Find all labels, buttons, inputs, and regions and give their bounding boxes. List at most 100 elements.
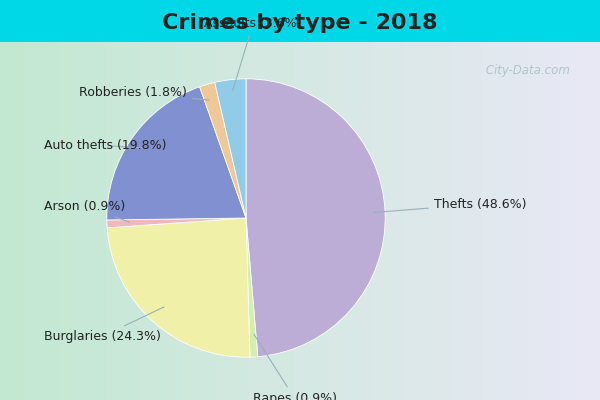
Bar [60,42,62,400]
Bar [40,42,42,400]
Bar [460,42,462,400]
Bar [528,42,530,400]
Bar [94,42,96,400]
Bar [52,42,54,400]
Bar [128,42,130,400]
Bar [296,42,298,400]
Bar [126,42,128,400]
Wedge shape [215,79,246,218]
Bar [428,42,430,400]
Bar [446,42,448,400]
Bar [476,42,478,400]
Bar [56,42,58,400]
Bar [240,42,242,400]
Bar [278,42,280,400]
Bar [244,42,246,400]
Bar [232,42,234,400]
Bar [542,42,544,400]
Bar [554,42,556,400]
Bar [146,42,148,400]
Bar [532,42,534,400]
Bar [178,42,180,400]
Bar [378,42,380,400]
Bar [530,42,532,400]
Bar [516,42,518,400]
Bar [384,42,386,400]
Bar [544,42,546,400]
Bar [386,42,388,400]
Bar [34,42,36,400]
Bar [306,42,308,400]
Bar [206,42,208,400]
Bar [586,42,588,400]
Bar [202,42,204,400]
Bar [556,42,558,400]
Bar [374,42,376,400]
Bar [398,42,400,400]
Bar [210,42,212,400]
Bar [194,42,196,400]
Bar [380,42,382,400]
Bar [188,42,190,400]
Bar [10,42,12,400]
Text: Crimes by type - 2018: Crimes by type - 2018 [162,13,438,33]
Bar [284,42,286,400]
Bar [500,42,502,400]
Bar [144,42,146,400]
Bar [98,42,100,400]
Bar [392,42,394,400]
Bar [328,42,330,400]
Bar [246,42,248,400]
Bar [76,42,78,400]
Bar [498,42,500,400]
Bar [540,42,542,400]
Bar [494,42,496,400]
Bar [110,42,112,400]
Bar [490,42,492,400]
Bar [520,42,522,400]
Bar [414,42,416,400]
Bar [370,42,372,400]
Bar [462,42,464,400]
Bar [2,42,4,400]
Bar [338,42,340,400]
Bar [324,42,326,400]
Bar [472,42,474,400]
Bar [444,42,446,400]
Bar [256,42,258,400]
Bar [364,42,366,400]
Bar [546,42,548,400]
Bar [400,42,402,400]
Bar [118,42,120,400]
Bar [302,42,304,400]
Bar [588,42,590,400]
Bar [590,42,592,400]
Bar [264,42,266,400]
Bar [292,42,294,400]
Bar [318,42,320,400]
Bar [108,42,110,400]
Bar [406,42,408,400]
Wedge shape [107,218,246,228]
Bar [574,42,576,400]
Bar [564,42,566,400]
Bar [248,42,250,400]
Bar [286,42,288,400]
Bar [350,42,352,400]
Bar [266,42,268,400]
Wedge shape [246,218,258,357]
Bar [534,42,536,400]
Bar [558,42,560,400]
Bar [560,42,562,400]
Bar [592,42,594,400]
Bar [70,42,72,400]
Bar [342,42,344,400]
Bar [8,42,10,400]
Bar [408,42,410,400]
Bar [322,42,324,400]
Bar [496,42,498,400]
Bar [186,42,188,400]
Bar [412,42,414,400]
Bar [596,42,598,400]
Bar [290,42,292,400]
